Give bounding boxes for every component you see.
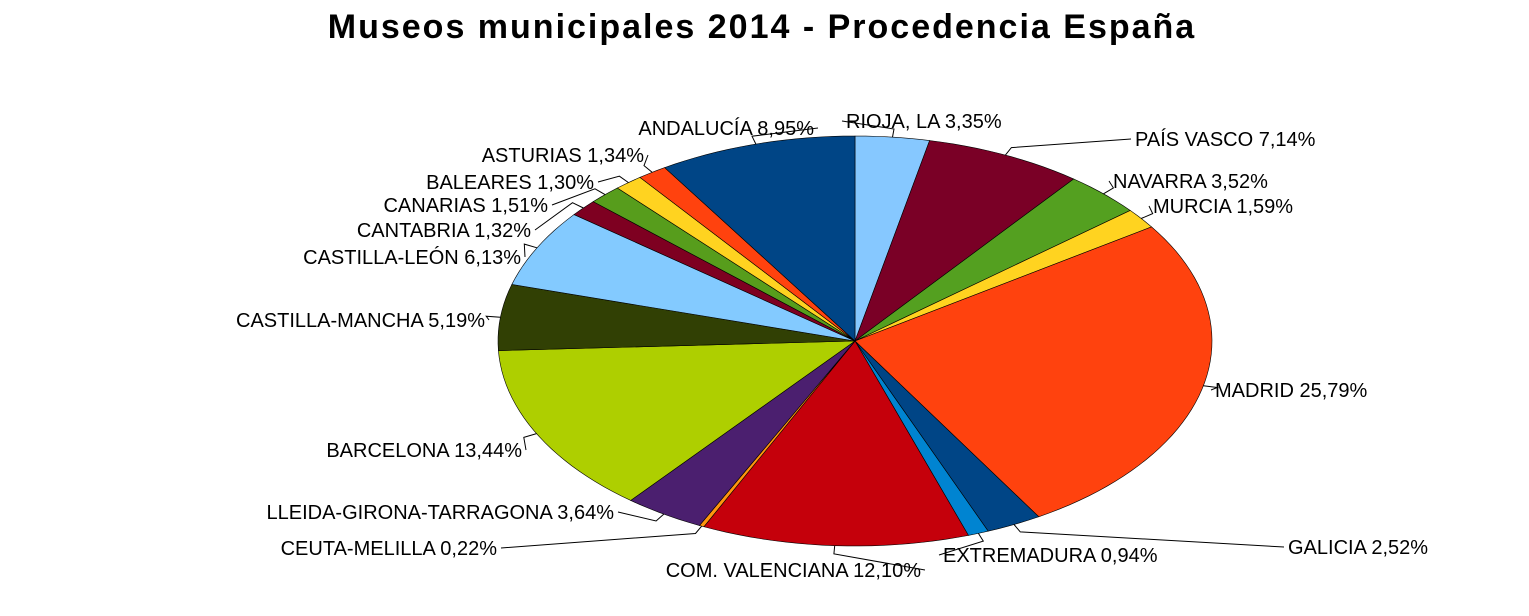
pie-slice: [854, 226, 1213, 518]
leader-line: [1005, 138, 1132, 156]
pie-slices: [497, 135, 1213, 547]
slice-label: EXTREMADURA 0,94%: [943, 545, 1158, 567]
slice-label: CASTILLA-MANCHA 5,19%: [236, 310, 485, 332]
pie-slice: [630, 340, 856, 526]
leader-line: [523, 433, 537, 451]
pie-slice: [854, 135, 931, 342]
slice-label: BARCELONA 13,44%: [326, 440, 522, 462]
pie-slice: [854, 140, 1075, 342]
slice-label: CASTILLA-LEÓN 6,13%: [303, 246, 521, 269]
slice-label: LLEIDA-GIRONA-TARRAGONA 3,64%: [267, 502, 615, 524]
slice-label: COM. VALENCIANA 12,10%: [666, 560, 922, 582]
leader-line: [597, 175, 629, 184]
slice-label: RIOJA, LA 3,35%: [846, 111, 1002, 133]
slice-label: MADRID 25,79%: [1215, 380, 1367, 402]
slice-label: BALEARES 1,30%: [426, 172, 594, 194]
pie-slice: [703, 340, 969, 547]
leader-line: [841, 120, 895, 138]
leader-line: [1013, 524, 1285, 548]
leader-line: [551, 188, 606, 206]
leader-line: [643, 154, 653, 173]
leader-line: [751, 127, 819, 145]
pie-slice: [497, 284, 856, 351]
slice-label: NAVARRA 3,52%: [1113, 171, 1268, 193]
leader-line: [833, 545, 926, 571]
pie-slice: [498, 340, 856, 501]
slice-label: CANTABRIA 1,32%: [357, 220, 531, 242]
slice-label: CEUTA-MELILLA 0,22%: [281, 538, 498, 560]
leader-line: [500, 525, 703, 549]
leader-line: [1203, 385, 1220, 391]
leader-line: [523, 243, 538, 258]
pie-slice: [664, 135, 856, 342]
leader-line: [1141, 205, 1154, 219]
leader-line: [485, 315, 501, 321]
leader-line: [534, 202, 584, 231]
pie-slice: [854, 178, 1131, 342]
slice-label: CANARIAS 1,51%: [383, 195, 548, 217]
slice-label: ASTURIAS 1,34%: [482, 145, 645, 167]
leader-line: [938, 533, 985, 556]
chart-title: Museos municipales 2014 - Procedencia Es…: [328, 8, 1196, 46]
pie-slice: [511, 214, 856, 342]
slice-labels: RIOJA, LA 3,35% PAÍS VASCO 7,14% NAVARRA 3…: [236, 111, 1428, 582]
slice-label: MURCIA 1,59%: [1153, 196, 1293, 218]
leader-line: [617, 511, 665, 522]
slice-label: ANDALUCÍA 8,95%: [638, 117, 814, 140]
leader-lines: [485, 120, 1285, 571]
slice-label: PAÍS VASCO 7,14%: [1135, 128, 1316, 151]
leader-line: [1103, 180, 1115, 195]
pie-slice: [854, 340, 1040, 532]
slice-label: GALICIA 2,52%: [1288, 537, 1428, 559]
